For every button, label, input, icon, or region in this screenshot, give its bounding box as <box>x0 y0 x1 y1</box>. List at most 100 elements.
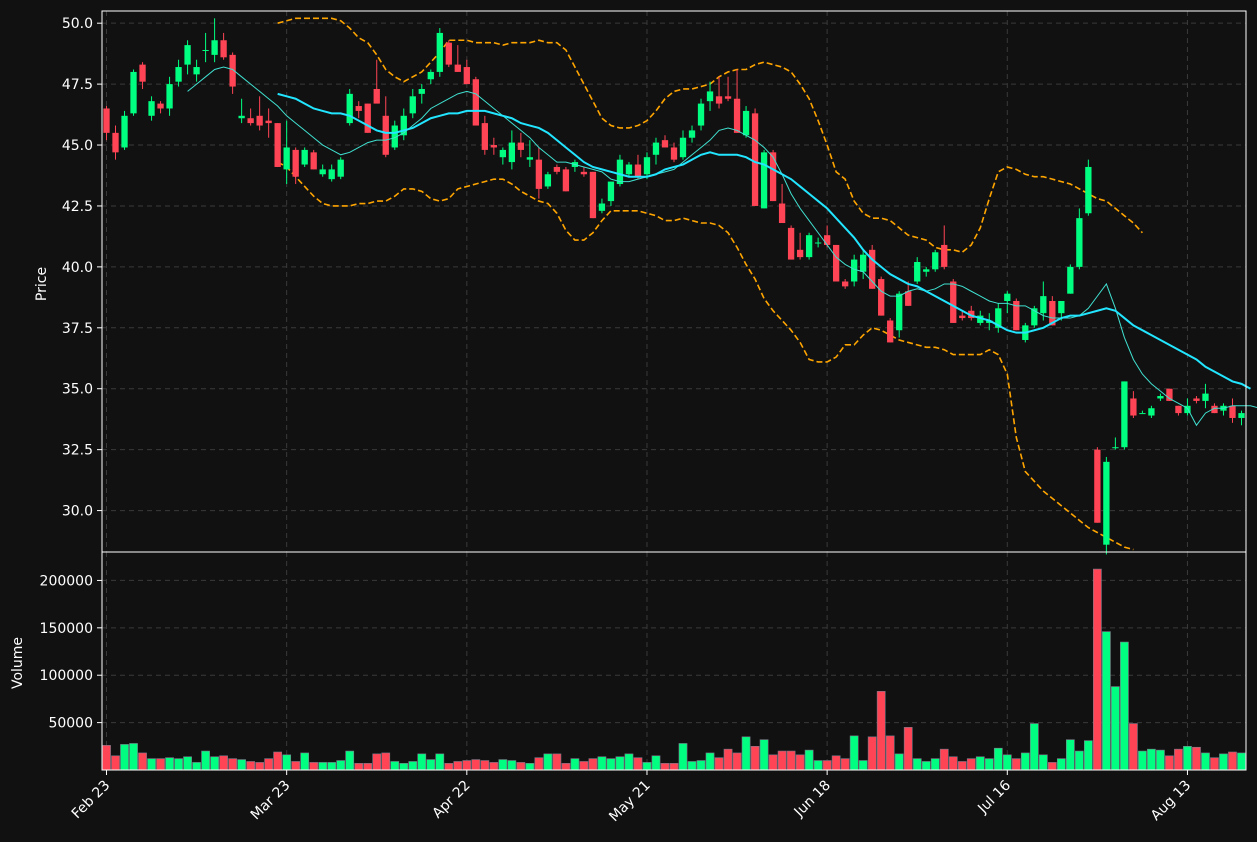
volume-bar <box>1219 753 1228 771</box>
candle-body <box>625 164 633 175</box>
volume-bar <box>237 759 246 771</box>
volume-bar <box>372 753 382 771</box>
volume-bar <box>1210 757 1219 771</box>
volume-bar <box>597 756 607 771</box>
volume-bar <box>552 753 562 771</box>
volume-bar <box>516 762 526 771</box>
volume-panel: 50000 100000 150000 200000 <box>40 551 1247 771</box>
volume-bar <box>1147 748 1156 771</box>
volume-bar <box>192 762 201 771</box>
candle-body <box>1112 447 1119 449</box>
volume-bar <box>309 762 319 771</box>
candle-body <box>148 101 155 116</box>
volume-bar <box>777 750 787 771</box>
volume-bar <box>1174 748 1183 771</box>
volume-bar <box>102 745 111 771</box>
candle-body <box>1085 166 1092 214</box>
candle-body <box>346 93 353 124</box>
volume-bar <box>588 758 598 771</box>
candle-body <box>508 142 516 163</box>
sma-20-line <box>277 92 1251 390</box>
candle-body <box>139 64 146 82</box>
candle-body <box>1211 405 1218 414</box>
volume-bar <box>390 761 400 771</box>
volume-bar <box>444 763 454 771</box>
price-tick-label: 32.5 <box>62 443 93 459</box>
volume-bar <box>849 735 859 771</box>
volume-bar <box>489 762 499 771</box>
candle-body <box>932 252 939 270</box>
volume-bar <box>840 758 850 771</box>
volume-bar <box>804 749 814 771</box>
volume-bar <box>1075 750 1084 771</box>
candle-body <box>283 147 290 170</box>
candle-body <box>769 152 777 202</box>
volume-bar <box>714 757 724 771</box>
candle-body <box>959 315 966 319</box>
candle-body <box>517 142 525 150</box>
volume-bar <box>876 691 886 771</box>
volume-bar <box>741 736 751 771</box>
volume-bar <box>624 753 634 771</box>
candle-body <box>715 96 723 104</box>
volume-bar <box>525 763 535 771</box>
candle-body <box>427 71 434 80</box>
volume-bar <box>300 752 310 771</box>
volume-bar <box>930 758 940 771</box>
candle-body <box>1049 300 1056 326</box>
candle-body <box>598 203 606 211</box>
volume-tick-label: 200000 <box>40 573 93 589</box>
volume-bar <box>174 758 183 771</box>
candle-body <box>652 142 660 155</box>
candle-body <box>941 244 948 267</box>
volume-bar <box>975 756 985 771</box>
candle-body <box>166 84 173 109</box>
volume-bar <box>822 760 832 771</box>
candle-body <box>1058 300 1065 314</box>
volume-bar <box>687 761 697 771</box>
candle-body <box>490 145 497 148</box>
volume-bar <box>966 758 976 771</box>
candle-body <box>1103 461 1110 545</box>
candle-body <box>814 242 822 244</box>
volume-bar <box>615 756 625 771</box>
volume-bar <box>1065 739 1075 771</box>
volume-tick-label: 50000 <box>48 716 93 732</box>
volume-bar <box>831 755 841 771</box>
candle-body <box>301 149 308 165</box>
volume-bar <box>282 754 292 771</box>
volume-bar <box>1029 723 1039 771</box>
volume-bar <box>939 748 949 771</box>
volume-bar <box>651 755 661 771</box>
volume-bar <box>228 758 237 771</box>
volume-bar <box>669 763 679 771</box>
volume-bar <box>210 756 219 771</box>
volume-bar <box>1111 686 1120 771</box>
volume-bar <box>732 752 742 771</box>
candle-body <box>832 244 840 282</box>
candle-body <box>436 32 443 72</box>
volume-bar <box>255 762 264 771</box>
volume-bar <box>579 761 589 771</box>
candle-body <box>643 157 651 175</box>
candle-body <box>274 123 281 167</box>
volume-bar <box>885 735 895 771</box>
candle-body <box>823 235 831 245</box>
volume-bar <box>948 756 958 771</box>
candle-body <box>796 249 804 258</box>
volume-bar <box>1183 746 1192 771</box>
candle-body <box>905 291 912 306</box>
candle-body <box>1238 413 1245 418</box>
candle-body <box>391 125 398 148</box>
volume-bar <box>273 751 283 771</box>
volume-bar <box>867 736 877 771</box>
candle-body <box>562 169 570 192</box>
price-tick-label: 42.5 <box>62 199 93 215</box>
candle-body <box>229 54 236 87</box>
price-tick-label: 47.5 <box>62 77 93 93</box>
volume-bar <box>543 753 553 771</box>
volume-bar <box>921 761 931 771</box>
candle-body <box>950 281 957 323</box>
candle-body <box>382 115 389 155</box>
